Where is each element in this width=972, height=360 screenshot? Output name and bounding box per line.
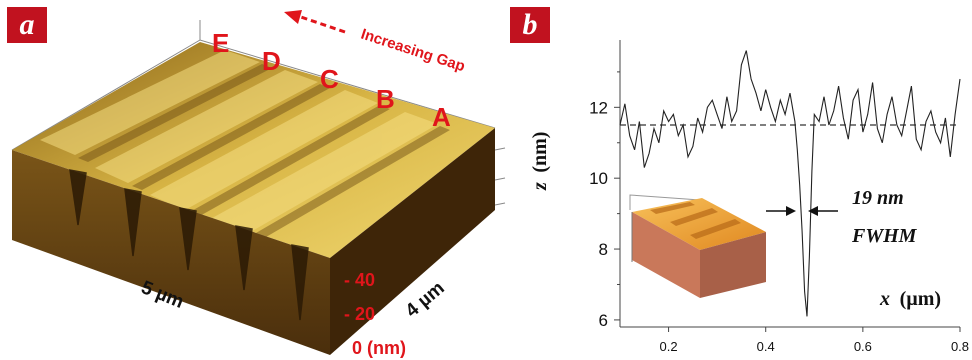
groove-letter-d: D	[262, 46, 281, 76]
panel-a-label: a	[7, 7, 47, 43]
tick-group: 6 8 10 12 0.2 0.4 0.6 0.8	[589, 71, 969, 354]
afm-3d-surface	[11, 20, 506, 355]
increasing-gap-label: Increasing Gap	[359, 26, 467, 76]
inset-3d-surface	[629, 194, 766, 298]
groove-letter-a: A	[432, 102, 451, 132]
fwhm-value: 19 nm	[852, 187, 904, 209]
y-axis-title: z (nm)	[529, 132, 551, 191]
y-tick-label: 12	[589, 98, 608, 117]
increasing-gap-arrow: Increasing Gap	[284, 10, 467, 75]
groove-letter-b: B	[376, 84, 395, 114]
surface-front-face	[12, 150, 330, 355]
y-tick-label: 8	[599, 240, 608, 259]
x-tick-label: 0.4	[757, 339, 775, 354]
x-tick-label: 0.8	[951, 339, 969, 354]
y-tick-label: 6	[599, 311, 608, 330]
fwhm-label: FWHM	[851, 225, 918, 247]
groove-letter-c: C	[320, 64, 339, 94]
chart-axes	[619, 40, 960, 328]
x-axis-title: x (µm)	[879, 288, 941, 310]
profile-series-line	[619, 50, 961, 317]
series-group	[619, 50, 961, 317]
panel-b-label: b	[510, 7, 550, 43]
x-tick-label: 0.2	[660, 339, 678, 354]
x-tick-label: 0.6	[854, 339, 872, 354]
z-tick-0: 0 (nm)	[352, 338, 406, 358]
z-tick-40: - 40	[344, 270, 375, 290]
z-tick-20: - 20	[344, 304, 375, 324]
groove-letters: E D C B A	[212, 28, 451, 132]
fwhm-annotation: 19 nm FWHM	[766, 187, 918, 247]
y-tick-label: 10	[589, 169, 608, 188]
profile-chart: 6 8 10 12 0.2 0.4 0.6 0.8	[589, 40, 969, 354]
surface-right-face	[330, 128, 495, 355]
groove-letter-e: E	[212, 28, 229, 58]
